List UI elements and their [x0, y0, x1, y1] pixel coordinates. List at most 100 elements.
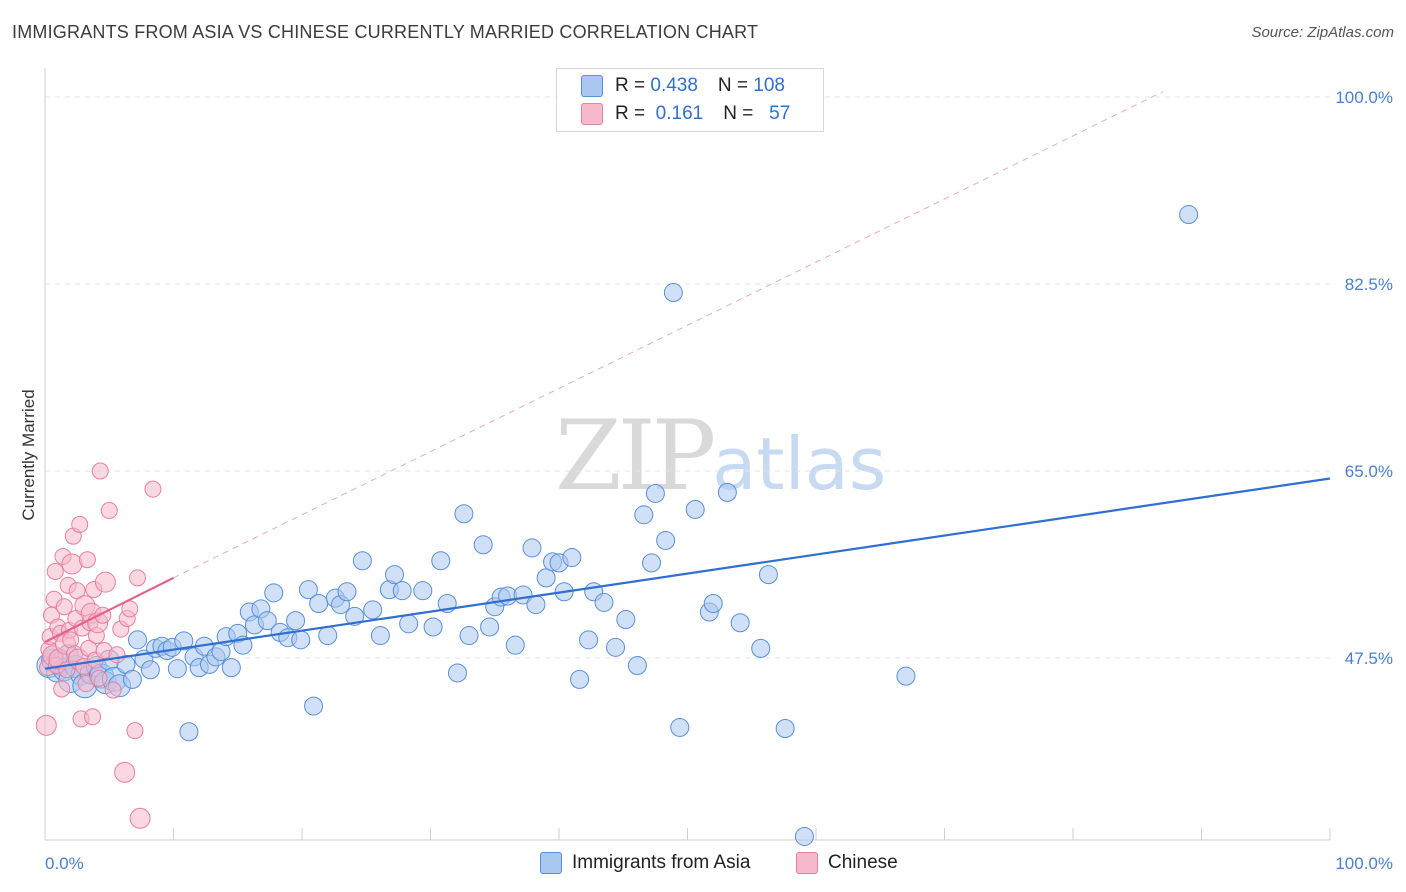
legend-r-value: 0.438: [650, 75, 698, 96]
data-point-chinese: [129, 807, 151, 829]
bottom-legend-swatch-blue: [540, 852, 562, 874]
data-point-chinese: [78, 551, 96, 569]
data-point-asia: [730, 613, 750, 633]
data-point-asia: [703, 594, 723, 614]
bottom-legend-swatch-pink: [796, 852, 818, 874]
data-point-asia: [447, 663, 467, 683]
legend-swatch-pink: [581, 103, 603, 125]
data-point-chinese: [90, 669, 108, 687]
data-point-asia: [363, 600, 383, 620]
data-point-chinese: [91, 462, 109, 480]
x-tick-label: 0.0%: [45, 854, 84, 873]
reference-line: [173, 91, 1164, 579]
data-point-asia: [717, 482, 737, 502]
data-point-asia: [370, 626, 390, 646]
legend-n-value: 108: [753, 75, 785, 96]
data-point-asia: [570, 669, 590, 689]
data-point-asia: [480, 617, 500, 637]
trend-line-asia: [44, 477, 1331, 670]
data-point-asia: [221, 658, 241, 678]
data-point-asia: [670, 717, 690, 737]
data-point-asia: [298, 580, 318, 600]
data-point-asia: [454, 504, 474, 524]
data-point-chinese: [84, 708, 102, 726]
legend-row-immigrants: R = 0.438 N = 108: [581, 73, 785, 99]
data-point-asia: [385, 565, 405, 585]
data-point-asia: [1179, 205, 1199, 225]
data-point-chinese: [71, 515, 89, 533]
data-point-asia: [309, 594, 329, 614]
legend-n-value: 57: [758, 103, 791, 124]
correlation-legend: R = 0.438 N = 108 R = 0.161 N = 57: [556, 68, 824, 132]
data-point-asia: [413, 581, 433, 601]
data-point-asia: [642, 553, 662, 573]
data-point-asia: [616, 610, 636, 630]
data-point-chinese: [35, 714, 57, 736]
data-point-chinese: [108, 646, 126, 664]
data-point-asia: [128, 630, 148, 650]
legend-n-label: N =: [723, 103, 759, 124]
data-point-asia: [179, 722, 199, 742]
legend-row-chinese: R = 0.161 N = 57: [581, 101, 790, 127]
data-point-asia: [685, 499, 705, 519]
data-point-asia: [656, 530, 676, 550]
data-point-asia: [140, 660, 160, 680]
bottom-legend-immigrants: Immigrants from Asia: [540, 852, 750, 874]
data-point-asia: [663, 283, 683, 303]
data-point-asia: [167, 659, 187, 679]
y-axis-title: Currently Married: [19, 389, 38, 520]
data-point-asia: [896, 666, 916, 686]
data-point-chinese: [53, 680, 71, 698]
data-point-asia: [536, 568, 556, 588]
data-point-asia: [264, 583, 284, 603]
legend-r-label: R =: [615, 103, 651, 124]
data-point-chinese: [126, 722, 144, 740]
data-point-asia: [579, 630, 599, 650]
data-point-asia: [473, 535, 493, 555]
data-point-asia: [775, 719, 795, 739]
data-point-asia: [304, 696, 324, 716]
data-point-asia: [634, 505, 654, 525]
trend-lines: [44, 477, 1331, 670]
reference-diagonal: [173, 91, 1164, 579]
bottom-legend-chinese: Chinese: [796, 852, 898, 874]
data-point-asia: [399, 614, 419, 634]
data-point-asia: [174, 631, 194, 651]
data-point-asia: [257, 611, 277, 631]
data-point-asia: [606, 637, 626, 657]
data-point-asia: [122, 669, 142, 689]
data-point-asia: [627, 655, 647, 675]
y-tick-label: 47.5%: [1345, 649, 1393, 668]
data-point-chinese: [100, 502, 118, 520]
data-point-asia: [794, 826, 814, 846]
data-point-asia: [431, 551, 451, 571]
chart-title: IMMIGRANTS FROM ASIA VS CHINESE CURRENTL…: [12, 22, 759, 42]
legend-n-label: N =: [717, 75, 754, 96]
series-immigrants-from-asia: [36, 205, 1199, 846]
watermark-zip: ZIP: [555, 400, 716, 512]
series-chinese: [35, 462, 162, 829]
data-point-asia: [594, 592, 614, 612]
data-point-asia: [318, 626, 338, 646]
data-point-asia: [337, 582, 357, 602]
y-tick-label: 100.0%: [1335, 88, 1393, 107]
data-point-chinese: [114, 761, 136, 783]
watermark: ZIPatlas: [555, 400, 886, 512]
data-point-asia: [345, 606, 365, 626]
data-point-chinese: [46, 562, 64, 580]
x-tick-label: 100.0%: [1335, 854, 1393, 873]
data-point-asia: [392, 581, 412, 601]
data-point-asia: [526, 595, 546, 615]
bottom-legend-label-chinese: Chinese: [828, 852, 898, 873]
data-point-chinese: [129, 569, 147, 587]
data-point-asia: [751, 638, 771, 658]
y-tick-label: 65.0%: [1345, 462, 1393, 481]
data-point-chinese: [61, 553, 83, 575]
watermark-atlas: atlas: [712, 422, 887, 506]
data-point-chinese: [55, 598, 73, 616]
legend-r-value: 0.161: [650, 103, 704, 124]
data-point-asia: [459, 626, 479, 646]
data-point-asia: [352, 551, 372, 571]
data-point-chinese: [144, 480, 162, 498]
